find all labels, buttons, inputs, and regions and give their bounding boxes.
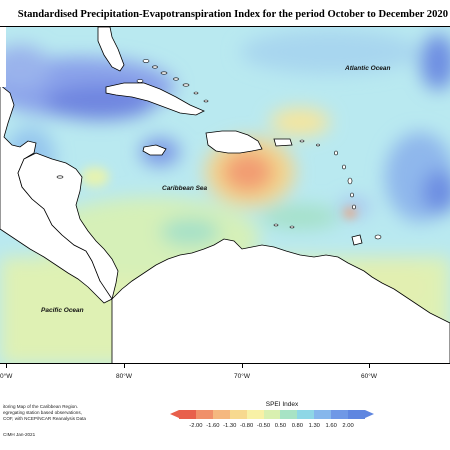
- landmass: [0, 27, 450, 363]
- longitude-tick-label: 0°W: [0, 373, 13, 380]
- legend-labels: -2.00 -1.60 -1.30 -0.80 -0.50 0.50 0.80 1.30 1.6…: [170, 423, 374, 431]
- legend-arrow-low: [170, 410, 179, 418]
- legend-colorbar: [170, 410, 374, 419]
- legend-label: -0.50: [256, 423, 271, 429]
- legend-swatch: [229, 410, 247, 419]
- tick-mark: [124, 364, 125, 368]
- legend-label: 0.80: [291, 423, 304, 429]
- legend-swatch: [179, 410, 196, 419]
- legend-swatch: [263, 410, 281, 419]
- legend-swatch: [195, 410, 213, 419]
- copyright-text: CIMH Jan-2021: [3, 432, 36, 437]
- legend-label: 0.50: [274, 423, 287, 429]
- caribbean-sea-label: Caribbean Sea: [162, 185, 208, 192]
- longitude-tick-label: 70°W: [234, 373, 250, 380]
- tick-mark: [6, 364, 7, 368]
- small-islands: [56, 59, 382, 240]
- legend-title: SPEI Index: [265, 401, 299, 408]
- legend-label: -0.80: [240, 423, 254, 429]
- longitude-tick-label: 80°W: [116, 373, 132, 380]
- legend-swatch: [331, 410, 349, 419]
- legend-swatch: [348, 410, 365, 419]
- credit-line: egregating station based observations,: [3, 410, 82, 415]
- credit-line: COF, with NCEP/NCAR Reanalysis Data: [3, 416, 86, 421]
- legend-label: 1.60: [325, 423, 337, 429]
- legend-swatch: [246, 410, 264, 419]
- legend-swatch: [314, 410, 332, 419]
- legend-label: -1.60: [206, 423, 220, 429]
- legend-label: 1.30: [308, 423, 320, 429]
- longitude-tick-label: 60°W: [361, 373, 377, 380]
- legend-swatch: [297, 410, 315, 419]
- legend-swatch: [212, 410, 230, 419]
- pacific-ocean-label: Pacific Ocean: [41, 307, 84, 314]
- legend-label: -2.00: [189, 423, 203, 429]
- map-canvas: [0, 27, 450, 363]
- legend-label: -1.30: [223, 423, 237, 429]
- atlantic-ocean-label: Atlantic Ocean: [345, 65, 391, 72]
- legend-arrow-high: [364, 410, 374, 418]
- map-title: Standardised Precipitation-Evapotranspir…: [17, 9, 448, 20]
- legend-label: 2.00: [342, 423, 354, 429]
- spei-map: Atlantic Ocean Caribbean Sea Pacific Oce…: [0, 26, 450, 364]
- legend-swatch: [280, 410, 298, 419]
- tick-mark: [242, 364, 243, 368]
- credit-line: itoring Map of the Caribbean Region.: [3, 404, 79, 409]
- tick-mark: [369, 364, 370, 368]
